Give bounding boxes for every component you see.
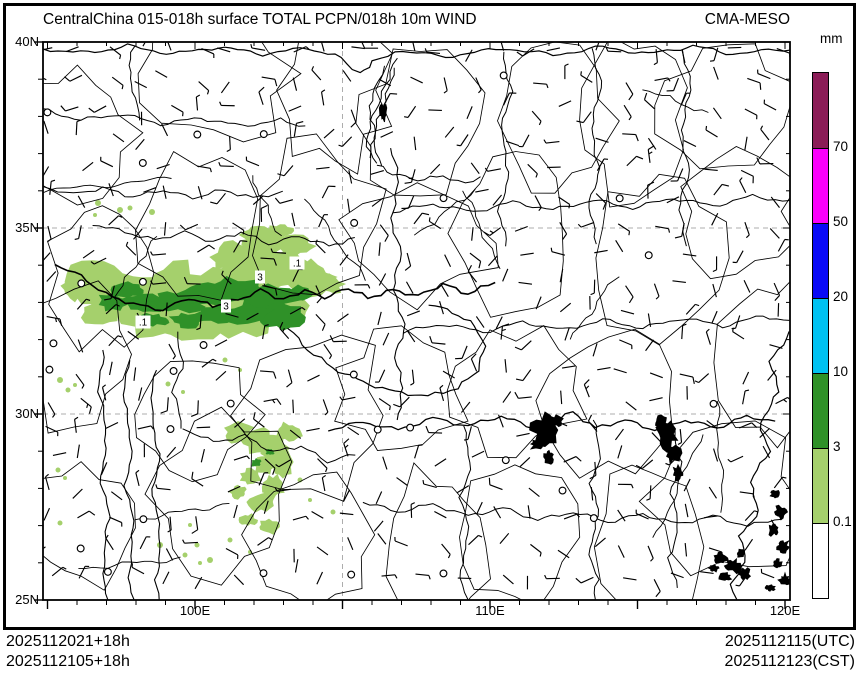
figure-title: CentralChina 015-018h surface TOTAL PCPN… <box>43 11 477 28</box>
svg-text:3: 3 <box>223 302 229 313</box>
map-border-and-ticks <box>34 41 791 609</box>
colorbar-segment-20-50 <box>813 223 828 298</box>
map-plot: .1 3 3 .1 <box>33 32 800 614</box>
valid-time-cst: 2025112123(CST) <box>724 653 855 670</box>
colorbar-segment-above-70 <box>813 73 828 148</box>
svg-text:3: 3 <box>257 273 263 284</box>
colorbar-label-3: 3 <box>833 439 841 454</box>
colorbar-label-10: 10 <box>833 364 849 379</box>
lon-label-120e: 120E <box>769 603 801 618</box>
model-name: CMA-MESO <box>704 11 790 28</box>
svg-text:.1: .1 <box>139 318 148 329</box>
lon-label-110e: 110E <box>475 603 505 618</box>
lat-label-40n: 40N <box>15 34 39 49</box>
province-boundaries-layer <box>43 42 790 600</box>
colorbar-segment-0.1-3 <box>813 448 828 523</box>
colorbar-segment-3-10 <box>813 373 828 448</box>
colorbar-segment-below-0.1 <box>813 523 828 598</box>
colorbar-label-20: 20 <box>833 289 849 304</box>
lat-label-35n: 35N <box>15 220 39 235</box>
colorbar-segment-50-70 <box>813 148 828 223</box>
colorbar-label-70: 70 <box>833 139 849 154</box>
lat-label-30n: 30N <box>15 406 39 421</box>
wind-barbs-layer <box>43 42 790 598</box>
lon-label-100e: 100E <box>179 603 211 618</box>
valid-time-utc: 2025112115(UTC) <box>724 633 855 650</box>
colorbar <box>812 72 829 599</box>
init-time-line2: 2025112105+18h <box>6 653 130 670</box>
colorbar-unit-label: mm <box>820 31 843 46</box>
svg-text:.1: .1 <box>293 259 302 270</box>
figure-frame <box>3 3 856 630</box>
contour-labels-layer: .1 3 3 .1 <box>135 256 305 329</box>
colorbar-label-50: 50 <box>833 214 849 229</box>
colorbar-segment-10-20 <box>813 298 828 373</box>
colorbar-label-0.1: 0.1 <box>833 514 852 529</box>
init-time-line1: 2025112021+18h <box>6 633 130 650</box>
lat-label-25n: 25N <box>15 592 39 607</box>
